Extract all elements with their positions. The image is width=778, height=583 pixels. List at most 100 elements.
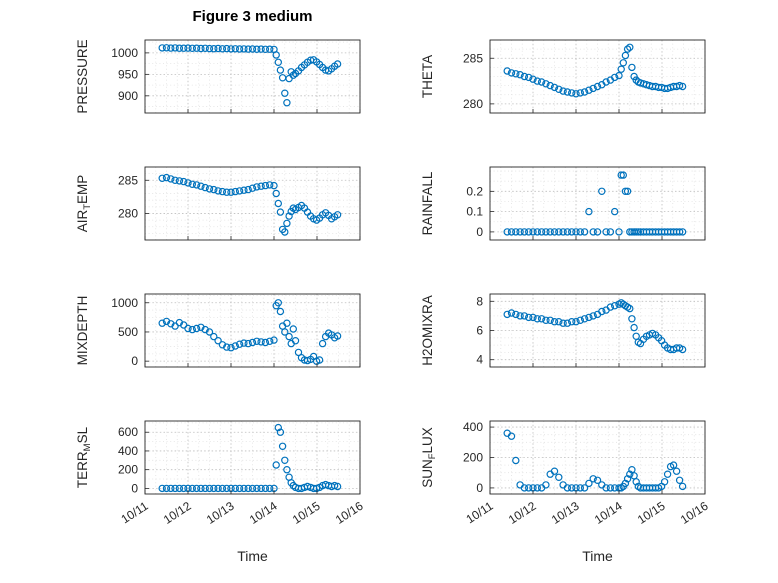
subplot-rainfall: 0 0.1 0.2 RAINFALL (420, 166, 706, 241)
series-air-temp (158, 173, 342, 236)
data-point (619, 171, 627, 179)
y-tick-label: 950 (118, 67, 138, 81)
data-point (274, 423, 282, 432)
data-point (270, 181, 278, 190)
data-point (546, 228, 554, 236)
data-point (512, 456, 520, 465)
data-point (507, 228, 516, 236)
data-point (201, 44, 209, 53)
data-point (289, 325, 297, 333)
y-tick-label: 0.1 (466, 205, 483, 219)
data-point (244, 484, 252, 493)
axes-box (144, 420, 361, 495)
subplot-sun-flux: 0 200 400 SUNFLUX 10/11 10/12 10/13 10/14 10/15 1… (420, 420, 711, 527)
data-point (265, 181, 274, 189)
data-point (606, 303, 615, 311)
data-point (550, 467, 559, 475)
data-point (158, 174, 166, 183)
axes-box (144, 166, 361, 241)
data-point (537, 315, 546, 323)
data-point (171, 484, 179, 493)
data-point (231, 45, 240, 53)
data-point (537, 228, 546, 236)
data-point (559, 319, 567, 327)
data-point (628, 466, 636, 474)
data-point (550, 228, 559, 236)
data-point (567, 318, 576, 326)
data-point (218, 45, 227, 53)
data-point (576, 228, 585, 236)
data-point (585, 479, 593, 488)
data-point (265, 45, 274, 53)
data-point (257, 484, 265, 493)
y-tick-label: 285 (118, 173, 138, 187)
x-tick-label: 10/12 (506, 499, 539, 527)
data-point (602, 484, 610, 492)
data-point (240, 484, 248, 493)
data-point (675, 81, 684, 90)
data-point (672, 467, 681, 475)
data-point (276, 66, 285, 74)
data-point (593, 228, 602, 236)
data-point (555, 85, 563, 94)
data-point (572, 318, 580, 326)
data-point (171, 322, 179, 330)
y-axis-label-sun-flux: SUNFLUX (420, 427, 438, 488)
data-point (630, 323, 638, 332)
x-tick-label: 10/14 (247, 499, 280, 527)
x-tick-label: 10/14 (592, 499, 625, 527)
data-point (192, 44, 201, 52)
data-point (615, 228, 623, 236)
data-point (663, 470, 672, 478)
data-point (281, 89, 289, 97)
data-point (235, 45, 244, 53)
data-point (563, 319, 572, 327)
data-point (626, 43, 634, 52)
data-point (171, 176, 179, 185)
data-point (632, 332, 640, 341)
data-point (516, 228, 524, 236)
data-point (231, 342, 240, 350)
data-point (563, 484, 572, 492)
data-point (210, 185, 218, 194)
y-tick-label: 0 (476, 225, 483, 239)
data-point (537, 78, 546, 86)
y-axis-label-air-temp: AIRTEMP (75, 175, 93, 233)
data-point (550, 83, 559, 92)
x-tick-label: 10/13 (204, 499, 237, 527)
data-point (192, 324, 201, 333)
data-point (589, 228, 597, 236)
data-point (294, 348, 303, 357)
data-point (227, 188, 235, 196)
data-point (261, 45, 270, 54)
data-point (261, 181, 270, 190)
data-point (244, 339, 252, 348)
x-axis-label-right: Time (582, 548, 613, 564)
data-point (175, 177, 184, 185)
x-tick-label: 10/11 (119, 499, 151, 527)
data-point (619, 59, 627, 67)
data-point (205, 484, 214, 493)
data-point (272, 189, 280, 198)
figure-title: Figure 3 medium (192, 8, 313, 25)
data-point (276, 208, 285, 216)
y-tick-label: 0 (131, 481, 138, 495)
data-point (621, 51, 630, 60)
data-point (567, 89, 576, 97)
data-point (231, 187, 240, 196)
data-point (214, 44, 222, 53)
data-point (281, 228, 289, 236)
data-point (235, 484, 244, 493)
subplot-air-temp: 280 285 AIRTEMP (75, 166, 361, 241)
data-point (546, 316, 554, 324)
data-point (678, 82, 687, 91)
data-point (257, 182, 265, 190)
data-point (222, 484, 231, 493)
data-point (205, 185, 214, 193)
data-point (634, 228, 642, 236)
data-point (257, 338, 265, 346)
data-point (555, 473, 563, 482)
data-point (240, 45, 248, 53)
data-point (184, 44, 192, 52)
data-point (606, 228, 615, 236)
